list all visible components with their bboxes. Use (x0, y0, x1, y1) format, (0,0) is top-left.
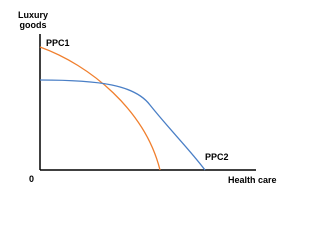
curve-label: PPC1 (46, 38, 70, 48)
ppc1-curve (39, 46, 161, 171)
page: {"y_axis_label": "Luxury goods", "x_axis… (17, 10, 277, 185)
origin-label: 0 (29, 174, 35, 184)
y-axis-label: Luxury goods (17, 10, 48, 30)
diagram (39, 34, 256, 171)
ppc2-curve (39, 79, 206, 171)
x-axis-label: Health care (228, 175, 277, 185)
curve-label: PPC2 (205, 152, 229, 162)
